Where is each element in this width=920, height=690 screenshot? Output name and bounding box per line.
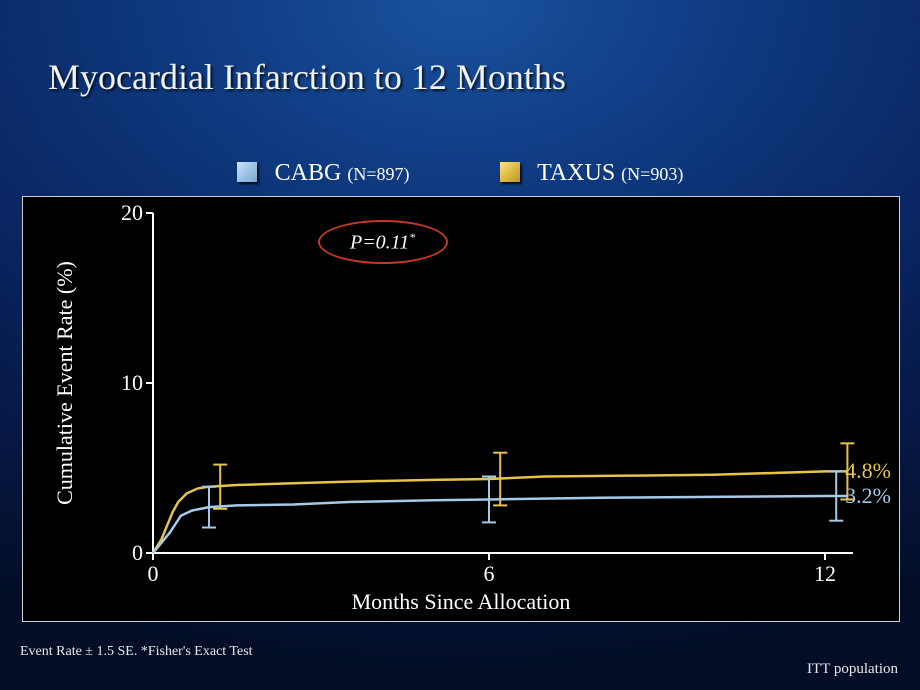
page-title: Myocardial Infarction to 12 Months [48, 56, 566, 98]
chart-frame: Cumulative Event Rate (%) Months Since A… [22, 196, 900, 622]
legend-cabg-label: CABG [275, 160, 342, 186]
legend-taxus: TAXUS (N=903) [500, 160, 684, 187]
series-end-label: 4.8% [845, 458, 891, 484]
x-tick-label: 0 [148, 561, 159, 587]
plot-area [153, 213, 853, 553]
series-end-label: 3.2% [845, 483, 891, 509]
y-tick-label: 20 [121, 200, 143, 226]
y-tick-label: 0 [132, 540, 143, 566]
chart-svg [153, 213, 853, 553]
footnote-left: Event Rate ± 1.5 SE. *Fisher's Exact Tes… [20, 644, 253, 660]
x-tick-label: 12 [814, 561, 836, 587]
legend: CABG (N=897) TAXUS (N=903) [0, 160, 920, 187]
x-tick-label: 6 [484, 561, 495, 587]
legend-taxus-n: (N=903) [621, 164, 683, 184]
y-axis-label: Cumulative Event Rate (%) [52, 261, 78, 505]
y-tick-label: 10 [121, 370, 143, 396]
footnote-right: ITT population [807, 661, 898, 678]
legend-cabg-n: (N=897) [347, 164, 409, 184]
x-axis-label: Months Since Allocation [23, 589, 899, 615]
p-value-badge: P=0.11* [318, 220, 448, 264]
legend-taxus-label: TAXUS [537, 160, 615, 186]
swatch-cabg-icon [237, 162, 257, 182]
swatch-taxus-icon [500, 162, 520, 182]
legend-cabg: CABG (N=897) [237, 160, 410, 187]
